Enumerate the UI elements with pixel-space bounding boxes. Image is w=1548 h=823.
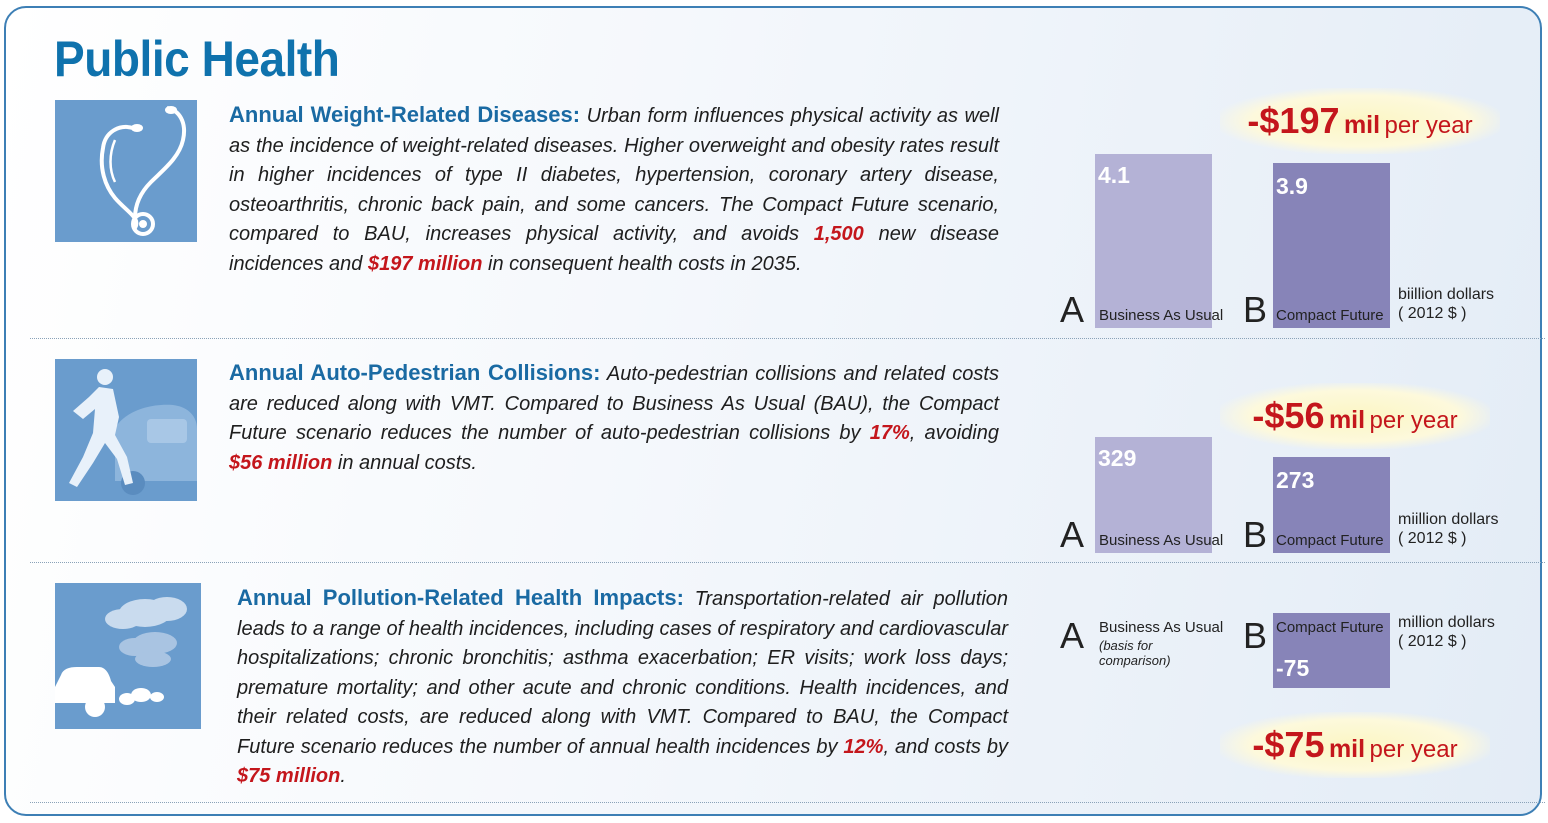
headline-amount: -$75 [1252,724,1325,765]
collisions-text: Annual Auto-Pedestrian Collisions: Auto-… [229,358,999,478]
bar-category-label: Compact Future [1276,619,1384,636]
text-part: in consequent health costs in 2035. [482,252,802,275]
page-title: Public Health [54,31,340,87]
bar-business-as-usual: 4.1 [1095,154,1212,328]
car-exhaust-cloud-icon [55,583,201,729]
highlight-value: 12% [843,735,884,758]
bar-category-label: Business As Usual [1099,619,1224,636]
bar-compact-future: -75 [1273,613,1390,688]
headline-mil: mil [1328,735,1366,763]
bar-category-label: Business As Usual [1099,532,1224,549]
text-part: Transportation-related air pollution lea… [237,588,1009,758]
scenario-letter-a: A [1060,289,1085,330]
section-divider [30,802,1545,803]
headline-per-year: per year [1384,112,1473,139]
headline-savings-1: -$197 mil per year [1220,88,1500,154]
highlight-value: 1,500 [813,223,864,245]
bar-category-label: Compact Future [1276,532,1384,549]
unit-line: ( 2012 $ ) [1398,633,1467,650]
bar-compact-future: 3.9 [1273,163,1390,328]
scenario-letter-b: B [1243,615,1268,656]
bar-value-label: 4.1 [1098,162,1130,188]
bar-value-label: -75 [1276,655,1310,681]
text-part: in annual costs. [332,451,477,474]
section-divider [30,338,1545,339]
highlight-value: $56 million [229,451,333,474]
bar-compact-future: 273 [1273,457,1390,553]
unit-label: million dollars ( 2012 $ ) [1398,613,1495,651]
headline-per-year: per year [1369,407,1458,434]
text-part: Auto-pedestrian collisions and related c… [229,363,999,444]
pedestrian-car-icon [55,359,197,501]
unit-line: ( 2012 $ ) [1398,530,1467,547]
weight-diseases-heading: Annual Weight-Related Diseases: [229,102,581,127]
headline-per-year: per year [1369,736,1458,763]
headline-mil: mil [1343,111,1381,139]
unit-line: ( 2012 $ ) [1398,305,1467,322]
bar-category-label: Compact Future [1276,307,1384,324]
headline-mil: mil [1328,406,1366,434]
scenario-letter-b: B [1243,514,1268,555]
unit-label: biillion dollars ( 2012 $ ) [1398,285,1494,323]
text-part: , and costs by [883,735,1008,758]
bar-value-label: 329 [1098,445,1137,471]
headline-savings-3: -$75 mil per year [1220,712,1490,778]
weight-diseases-text: Annual Weight-Related Diseases: Urban fo… [229,100,999,279]
collisions-heading: Annual Auto-Pedestrian Collisions: [229,360,601,385]
headline-amount: -$56 [1252,395,1325,436]
pollution-heading: Annual Pollution-Related Health Impacts: [237,585,684,610]
text-part: . [340,765,346,787]
unit-line: miillion dollars [1398,511,1499,528]
highlight-value: $197 million [367,252,483,275]
text-part: , avoiding [909,422,999,444]
headline-savings-2: -$56 mil per year [1220,383,1490,449]
bar-value-label: 273 [1276,467,1315,493]
pollution-text: Annual Pollution-Related Health Impacts:… [237,583,1008,792]
section-divider [30,562,1545,563]
basis-note: (basis for comparison) [1099,638,1171,668]
scenario-letter-a: A [1060,615,1085,656]
text-part: new disease incidences and [229,223,999,275]
headline-amount: -$197 [1247,100,1340,141]
bar-business-as-usual: 329 [1095,437,1212,553]
bar-category-label: Business As Usual [1099,307,1224,324]
stethoscope-icon [55,100,197,242]
unit-line: biillion dollars [1398,286,1495,303]
bar-value-label: 3.9 [1276,173,1308,199]
scenario-letter-b: B [1243,289,1268,330]
highlight-value: 17% [869,422,910,444]
text-part: Urban form influences physical activity … [229,105,999,245]
highlight-value: $75 million [237,765,341,787]
scenario-letter-a: A [1060,514,1085,555]
unit-line: million dollars [1398,614,1495,631]
unit-label: miillion dollars ( 2012 $ ) [1398,510,1498,548]
